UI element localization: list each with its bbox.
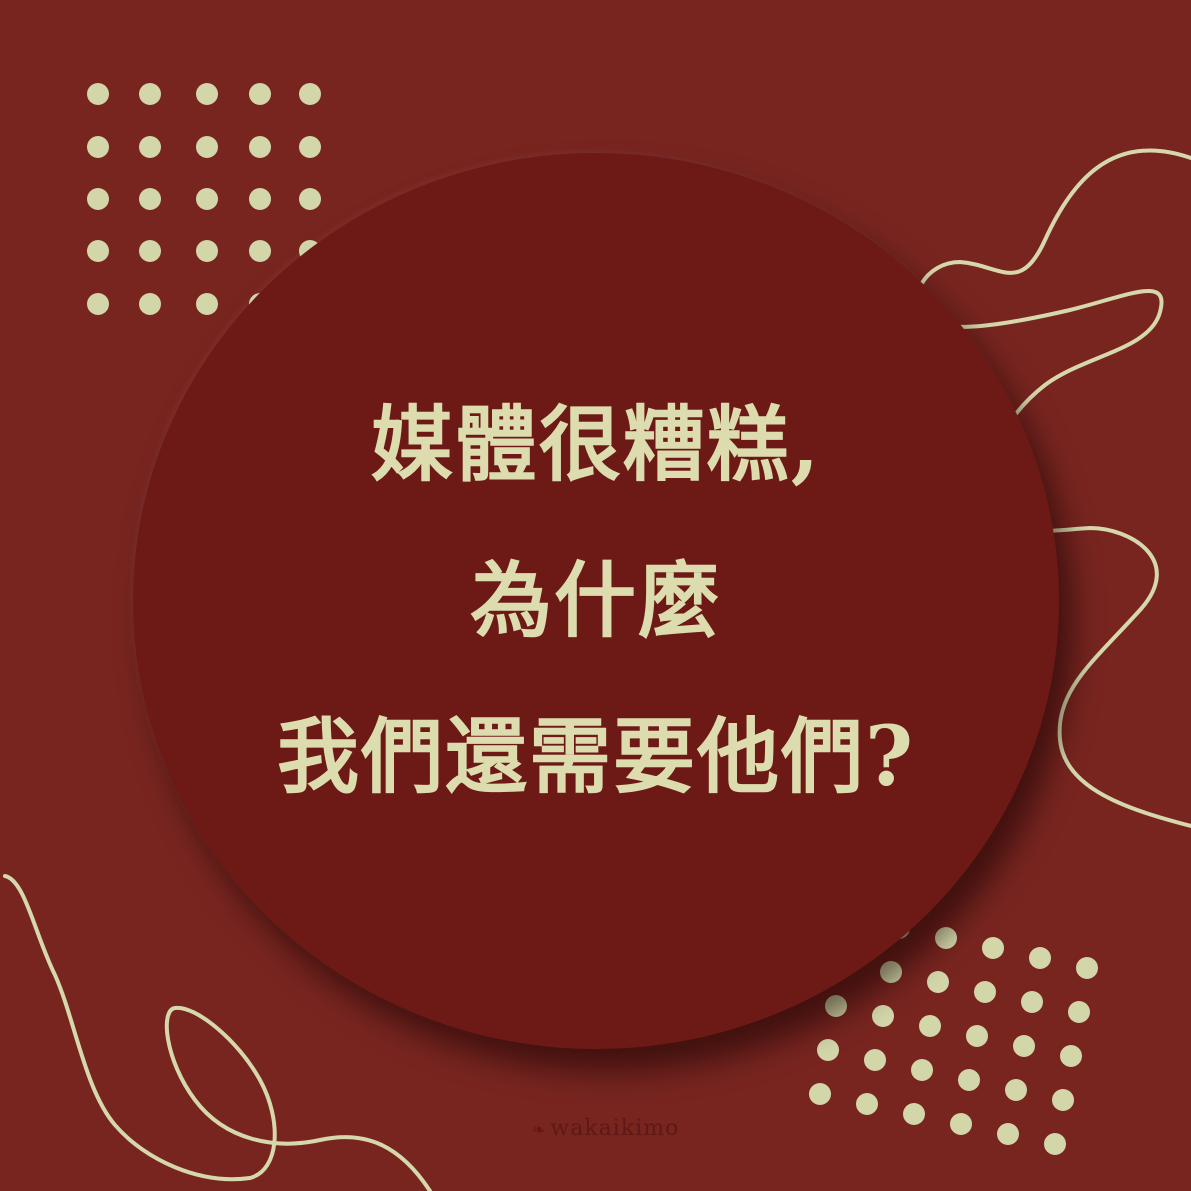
dot: [1044, 1133, 1066, 1155]
dot: [249, 83, 271, 105]
dot: [249, 136, 271, 158]
dot: [1068, 1001, 1090, 1023]
dot: [1029, 947, 1051, 969]
dot: [872, 1005, 894, 1027]
dot: [903, 1103, 925, 1125]
dot: [196, 240, 218, 262]
headline: 媒體很糟糕, 為什麼 我們還需要他們?: [133, 153, 1059, 1049]
dot: [864, 1049, 886, 1071]
dot: [1052, 1089, 1074, 1111]
dot: [880, 961, 902, 983]
dot: [974, 981, 996, 1003]
dot: [299, 136, 321, 158]
dot: [911, 1059, 933, 1081]
dot: [87, 188, 109, 210]
dot: [809, 1083, 831, 1105]
dot: [856, 1093, 878, 1115]
headline-line-3: 我們還需要他們?: [276, 709, 916, 805]
dot: [87, 83, 109, 105]
dot: [139, 240, 161, 262]
dot: [139, 188, 161, 210]
dot: [299, 188, 321, 210]
dot: [966, 1025, 988, 1047]
brand-watermark-text: wakaikimo: [550, 1116, 680, 1141]
dot: [139, 136, 161, 158]
dot: [950, 1113, 972, 1135]
dot: [997, 1123, 1019, 1145]
dot: [919, 1015, 941, 1037]
headline-line-2: 為什麼: [469, 553, 722, 649]
headline-line-1: 媒體很糟糕,: [370, 397, 822, 493]
center-circle: [133, 153, 1059, 1049]
dot: [139, 83, 161, 105]
dot: [982, 937, 1004, 959]
dot: [299, 83, 321, 105]
dot: [196, 188, 218, 210]
dot: [87, 240, 109, 262]
dot: [87, 136, 109, 158]
dot: [249, 188, 271, 210]
dot: [958, 1069, 980, 1091]
brand-watermark: ❧ wakaikimo: [532, 1116, 679, 1141]
dot: [927, 971, 949, 993]
dot: [196, 293, 218, 315]
dot: [249, 240, 271, 262]
dot: [935, 927, 957, 949]
dot: [1021, 991, 1043, 1013]
leaf-icon: ❧: [532, 1120, 547, 1139]
dot: [1013, 1035, 1035, 1057]
dot: [196, 83, 218, 105]
dot: [87, 293, 109, 315]
dot: [196, 136, 218, 158]
dot: [825, 995, 847, 1017]
dot: [817, 1039, 839, 1061]
dot: [1005, 1079, 1027, 1101]
squiggle-line-right: [915, 148, 1191, 828]
squiggle-line-bottom-left: [3, 874, 432, 1191]
dot: [1076, 957, 1098, 979]
dot: [139, 293, 161, 315]
dot: [1060, 1045, 1082, 1067]
